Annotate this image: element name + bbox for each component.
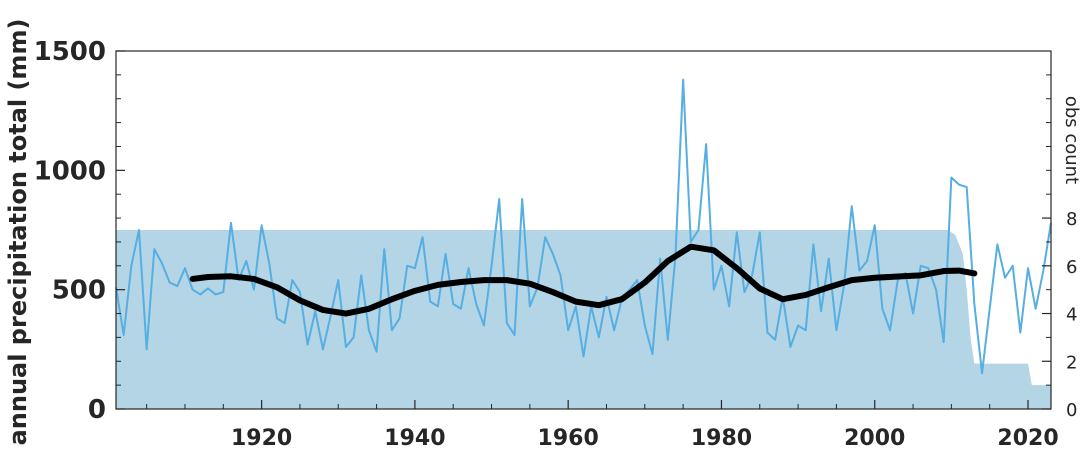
x-tick-label: 1960 [538,426,599,451]
axis-ticks-layer [116,50,1051,410]
y-tick-label-left: 1500 [34,37,106,67]
y-tick-label-left: 0 [88,395,106,425]
x-tick-label: 1980 [691,426,752,451]
plot-frame [115,50,1052,410]
obs-count-area [116,230,1051,409]
x-tick-label: 1940 [384,426,445,451]
series-layer [115,78,1052,375]
x-tick-label: 1920 [231,426,292,451]
y-axis-label-left: annual precipitation total (mm) [4,19,32,446]
y-tick-label-left: 1000 [34,156,106,186]
annual-precip-line [115,78,1052,375]
axis-labels-layer: 0 500 1000 1500 0 2 4 6 8 1920 1940 1960 1980 2000 202… [34,37,1078,451]
smoothed-trend-line [189,243,978,317]
y-tick-label-right: 2 [1066,352,1077,373]
y-tick-label-right: 0 [1066,400,1077,421]
y-tick-label-right: 6 [1066,257,1077,278]
y-tick-label-right: 4 [1066,305,1077,326]
x-tick-label: 2000 [844,426,905,451]
obs-count-area-layer [116,230,1051,409]
y-tick-label-right: 8 [1066,209,1077,230]
y-tick-label-left: 500 [52,276,106,306]
x-tick-label: 2020 [997,426,1058,451]
y-axis-label-right: obs count [1061,96,1082,184]
